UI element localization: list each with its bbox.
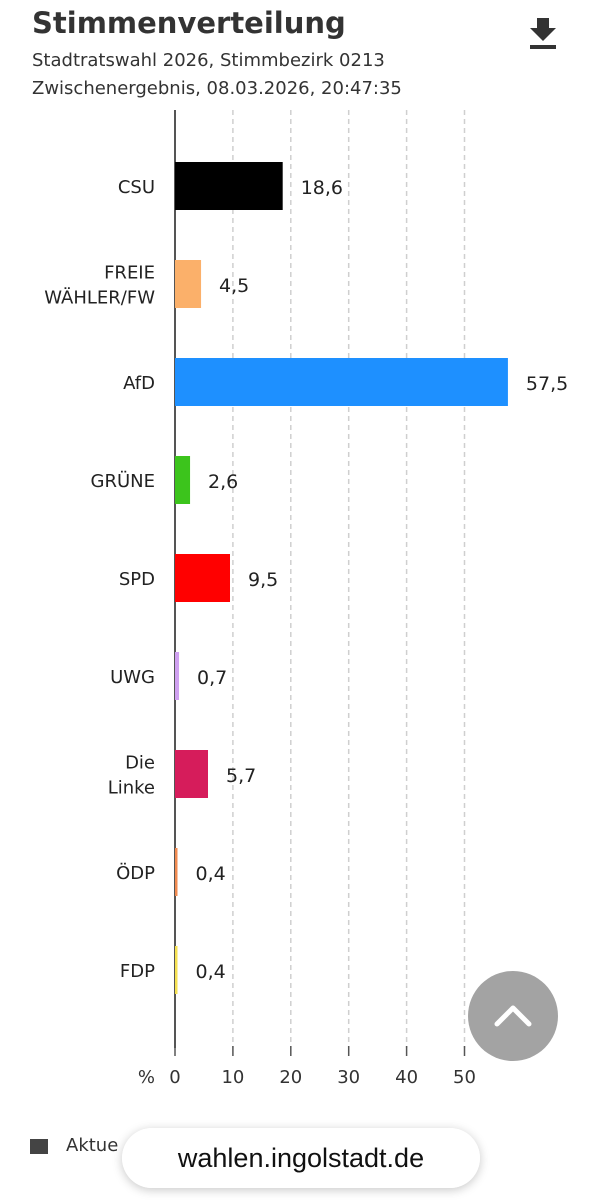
download-icon [530, 18, 556, 49]
category-label: FREIE [104, 263, 155, 284]
bar-chart: 0 10 20 30 40 50% 18,6 CSU 4,5 FREIE WÄHLER/FW 57,5… [44, 110, 568, 1088]
category-label: GRÜNE [91, 470, 155, 492]
url-bar[interactable]: wahlen.ingolstadt.de [122, 1128, 480, 1188]
category-label: Linke [108, 778, 155, 799]
legend-label: Aktue [66, 1135, 119, 1156]
bar-1 [175, 260, 202, 308]
data-label: 18,6 [301, 177, 343, 199]
x-tick-label: 10 [221, 1067, 244, 1088]
category-label: FDP [120, 961, 155, 982]
data-label: 9,5 [248, 569, 278, 591]
bar-7 [175, 848, 178, 896]
data-label: 5,7 [226, 765, 256, 787]
bar-5 [175, 652, 180, 700]
category-label: UWG [110, 667, 155, 688]
x-tick-label: 30 [337, 1067, 360, 1088]
x-tick-label: 20 [279, 1067, 302, 1088]
download-button[interactable] [526, 16, 560, 52]
data-label: 4,5 [219, 275, 249, 297]
data-label: 0,7 [197, 667, 227, 689]
data-label: 0,4 [196, 863, 226, 885]
chart-subtitle-status: Zwischenergebnis, 08.03.2026, 20:47:35 [32, 78, 402, 99]
category-label: CSU [118, 177, 155, 198]
category-label: SPD [119, 569, 155, 590]
x-tick-label: 0 [169, 1067, 180, 1088]
bar-8 [175, 946, 178, 994]
category-label: AfD [123, 373, 155, 394]
x-tick-label: 40 [395, 1067, 418, 1088]
bar-2 [175, 358, 508, 406]
bar-4 [175, 554, 231, 602]
x-tick-label: 50 [453, 1067, 476, 1088]
bar-0 [175, 162, 283, 210]
legend-swatch [30, 1139, 48, 1154]
url-text: wahlen.ingolstadt.de [177, 1142, 425, 1173]
x-axis-unit: % [138, 1067, 155, 1088]
scroll-to-top-button[interactable] [468, 971, 558, 1061]
data-label: 0,4 [196, 961, 226, 983]
chart-title: Stimmenverteilung [32, 6, 346, 40]
bar-6 [175, 750, 209, 798]
category-label: ÖDP [116, 862, 155, 884]
data-label: 57,5 [526, 373, 568, 395]
chart-subtitle-election: Stadtratswahl 2026, Stimmbezirk 0213 [32, 50, 385, 71]
data-label: 2,6 [208, 471, 238, 493]
chevron-up-icon [494, 1005, 532, 1027]
category-label: Die [125, 753, 155, 774]
category-label: WÄHLER/FW [44, 288, 155, 309]
bar-3 [175, 456, 191, 504]
